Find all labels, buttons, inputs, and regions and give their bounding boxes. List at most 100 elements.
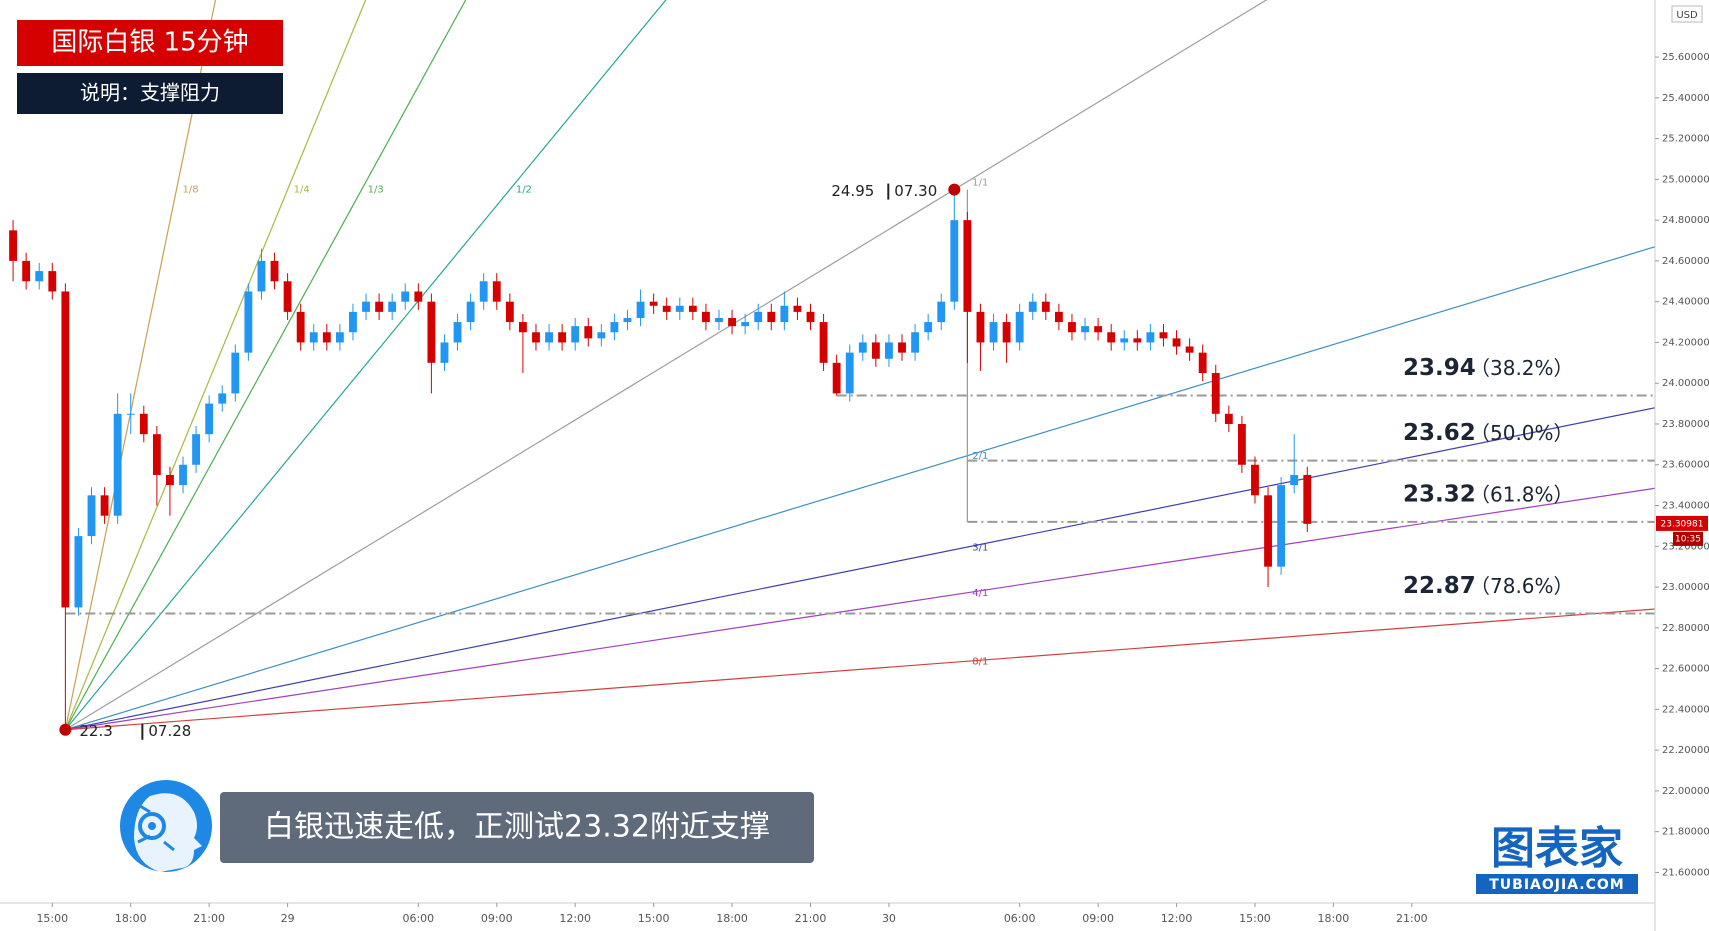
y-tick-label: 25.00000 <box>1662 174 1709 185</box>
candle-body <box>335 332 344 343</box>
candle-body <box>427 301 436 363</box>
candle-body <box>453 322 462 343</box>
candle-body <box>1303 474 1312 524</box>
x-tick-label: 12:00 <box>559 912 591 925</box>
candle-body <box>1172 338 1181 347</box>
fib-value: 23.62 <box>1403 420 1476 446</box>
candle-body <box>74 536 83 608</box>
candle-body <box>1133 338 1142 343</box>
x-tick-label: 06:00 <box>1004 912 1036 925</box>
x-tick-label: 09:00 <box>481 912 513 925</box>
candle-body <box>793 305 802 312</box>
candle-body <box>48 271 57 292</box>
y-tick-label: 25.60000 <box>1662 52 1709 63</box>
candle-body <box>976 311 985 343</box>
candle-body <box>584 326 593 339</box>
x-tick-label: 15:00 <box>36 912 68 925</box>
candle-body <box>532 332 540 343</box>
y-tick-label: 22.20000 <box>1662 745 1709 756</box>
candle-body <box>466 301 475 323</box>
y-tick-label: 22.80000 <box>1662 623 1709 634</box>
chart-title: 国际白银 15分钟 <box>51 28 248 58</box>
caption: 白银迅速走低，正测试23.32附近支撑 <box>264 810 770 845</box>
candle-body <box>1159 332 1168 339</box>
candle-body <box>349 311 357 333</box>
fib-label: （50.0%） <box>1470 421 1574 445</box>
candle-body <box>1290 474 1299 486</box>
candle-body <box>492 281 501 302</box>
currency: USD <box>1676 10 1698 21</box>
candle-body <box>309 332 318 343</box>
candle-body <box>858 342 867 353</box>
candle-body <box>806 311 815 323</box>
candle-body <box>715 317 723 323</box>
candle-body <box>754 311 763 323</box>
pivot-point <box>948 183 961 196</box>
candle-body <box>1081 326 1089 333</box>
caption-icon <box>120 780 212 872</box>
candle-body <box>218 393 227 404</box>
candle-body <box>1041 301 1050 312</box>
candle-body <box>1120 338 1129 343</box>
candle-body <box>35 271 44 282</box>
candle-body <box>126 413 135 415</box>
fib-label: （78.6%） <box>1470 574 1574 598</box>
candle-body <box>924 322 933 333</box>
gann-label: 3/1 <box>972 542 988 553</box>
last-price: 23.30981 <box>1661 519 1704 529</box>
candle-body <box>1002 322 1011 343</box>
fib-label: （38.2%） <box>1470 356 1574 380</box>
candle-body <box>819 322 828 363</box>
candle-body <box>375 301 384 312</box>
chart-subtitle: 说明：支撑阻力 <box>80 81 220 105</box>
candle-body <box>545 332 553 343</box>
gann-label: 4/1 <box>972 588 988 599</box>
candle-body <box>362 301 370 312</box>
x-tick-label: 21:00 <box>795 912 827 925</box>
x-tick-label: 30 <box>882 912 896 925</box>
y-tick-label: 24.40000 <box>1662 297 1709 308</box>
candle-body <box>845 352 854 394</box>
x-tick-label: 18:00 <box>1318 912 1350 925</box>
y-tick-label: 23.00000 <box>1662 582 1709 593</box>
last-time-box <box>1673 531 1703 546</box>
fib-value: 22.87 <box>1403 573 1476 599</box>
pivot-point <box>59 723 72 736</box>
y-tick-label: 25.40000 <box>1662 93 1709 104</box>
candle-body <box>1198 352 1207 374</box>
pivot-value: 24.95 <box>831 182 874 200</box>
y-tick-label: 21.80000 <box>1662 827 1709 838</box>
candle-body <box>1211 373 1220 414</box>
x-tick-label: 21:00 <box>193 912 225 925</box>
candle-body <box>479 281 488 302</box>
plot-area: 1/8 1/4 1/3 1/2 1/1 2/1 3/1 4/1 8/1 <box>9 0 1655 731</box>
candle-body <box>636 301 645 318</box>
candle-body <box>911 332 920 353</box>
x-tick-label: 18:00 <box>716 912 748 925</box>
x-tick-label: 18:00 <box>115 912 147 925</box>
gann-label: 8/1 <box>972 656 988 667</box>
candle-body <box>610 322 619 333</box>
candle-body <box>885 342 893 359</box>
logo-url: TUBIAOJIA.COM <box>1489 877 1624 893</box>
candle-body <box>388 301 397 312</box>
candle-body <box>296 311 305 343</box>
y-tick-label: 22.40000 <box>1662 704 1709 715</box>
fib-value: 23.94 <box>1403 355 1476 381</box>
candle-body <box>871 342 880 359</box>
fib-label: （61.8%） <box>1470 482 1574 506</box>
candle-body <box>1251 464 1259 496</box>
pivot-time: 07.30 <box>894 182 937 200</box>
candle-body <box>767 311 776 323</box>
candle-body <box>113 413 122 516</box>
y-tick-label: 24.00000 <box>1662 378 1709 389</box>
candle-body <box>518 322 527 333</box>
candle-body <box>1107 332 1116 343</box>
y-tick-label: 24.20000 <box>1662 337 1709 348</box>
y-tick-label: 25.20000 <box>1662 134 1709 145</box>
candle-body <box>505 301 514 323</box>
candle-body <box>61 291 70 608</box>
